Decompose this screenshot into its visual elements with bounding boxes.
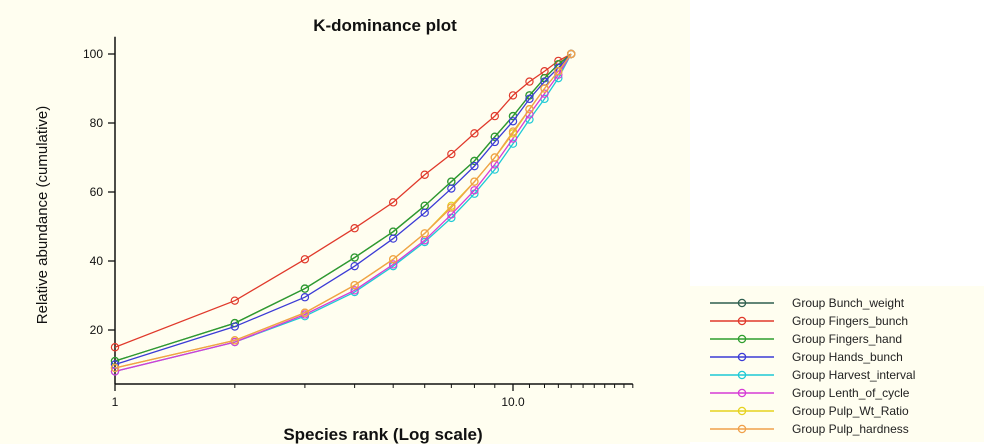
x-axis-label: Species rank (Log scale) <box>283 425 482 444</box>
data-point <box>525 104 534 114</box>
series-line <box>114 53 572 369</box>
legend-item: Group Pulp_hardness <box>710 422 909 436</box>
legend-marker <box>737 370 747 380</box>
series-line <box>114 53 572 362</box>
data-point <box>350 224 359 233</box>
y-tick-label: 20 <box>90 323 104 337</box>
data-point <box>388 260 398 269</box>
legend-label: Group Bunch_weight <box>792 296 905 310</box>
data-point <box>420 229 429 238</box>
data-point <box>508 117 518 126</box>
data-point <box>490 153 499 162</box>
legend: Group Bunch_weight Group Fingers_bunch Gro… <box>710 296 915 436</box>
data-point <box>110 363 120 373</box>
legend-item: Group Harvest_interval <box>710 368 915 382</box>
data-point <box>350 253 359 262</box>
data-point <box>470 161 479 171</box>
series-group-fingers-hand <box>110 49 576 366</box>
legend-marker <box>737 316 747 326</box>
data-point <box>420 208 429 217</box>
data-point <box>490 111 499 121</box>
data-point <box>230 336 240 345</box>
data-point <box>420 170 429 179</box>
data-point <box>388 255 398 264</box>
y-axis-label: Relative abundance (cumulative) <box>34 106 51 324</box>
data-point <box>300 284 310 293</box>
legend-marker <box>737 406 747 416</box>
data-point <box>388 234 398 243</box>
data-point <box>508 91 518 100</box>
data-point <box>350 261 359 271</box>
legend-label: Group Hands_bunch <box>792 350 903 364</box>
series-group-harvest-interval <box>110 49 576 376</box>
y-tick-label: 60 <box>90 185 104 199</box>
data-point <box>566 49 576 59</box>
legend-item: Group Hands_bunch <box>710 350 903 364</box>
series-line <box>114 53 572 373</box>
series-line <box>114 53 572 348</box>
legend-item: Group Fingers_hand <box>710 332 902 346</box>
legend-label: Group Pulp_hardness <box>792 422 909 436</box>
legend-item: Group Lenth_of_cycle <box>710 386 910 400</box>
data-point <box>490 137 499 147</box>
data-point <box>554 67 563 76</box>
series-line <box>114 53 572 366</box>
data-point <box>447 184 456 193</box>
legend-marker <box>737 424 747 434</box>
series-line <box>114 53 572 362</box>
data-point <box>470 177 479 186</box>
legend-item: Group Pulp_Wt_Ratio <box>710 404 909 418</box>
data-point <box>525 77 534 86</box>
legend-label: Group Fingers_bunch <box>792 314 908 328</box>
series-group-fingers-bunch <box>110 49 576 352</box>
y-tick-label: 80 <box>90 116 104 130</box>
data-point <box>350 286 359 295</box>
y-tick-label: 100 <box>83 47 103 61</box>
data-point <box>300 308 310 317</box>
data-point <box>300 293 310 302</box>
legend-marker <box>737 388 747 398</box>
legend-label: Group Pulp_Wt_Ratio <box>792 404 909 418</box>
legend-label: Group Fingers_hand <box>792 332 902 346</box>
data-point <box>490 132 499 141</box>
data-point <box>388 198 398 207</box>
data-point <box>230 296 240 305</box>
data-point <box>350 280 359 290</box>
data-point <box>508 127 518 136</box>
axes: 20 40 60 80 100 1 10.0 <box>83 36 634 409</box>
x-tick-label: 1 <box>112 395 119 409</box>
legend-marker <box>737 334 747 344</box>
legend-marker <box>737 352 747 362</box>
x-tick-label: 10.0 <box>501 395 525 409</box>
k-dominance-chart: K-dominance plot Species rank (Log scale… <box>34 16 634 444</box>
data-point <box>540 84 549 93</box>
data-point <box>525 94 534 104</box>
legend-label: Group Lenth_of_cycle <box>792 386 910 400</box>
legend-label: Group Harvest_interval <box>792 368 915 382</box>
legend-item: Group Bunch_weight <box>710 296 905 310</box>
data-point <box>470 129 479 138</box>
data-point <box>300 255 310 264</box>
series-group-bunch-weight <box>110 49 576 366</box>
data-point <box>447 203 456 212</box>
series-group-pulp-wt-ratio <box>110 49 576 373</box>
series-line <box>114 53 572 373</box>
chart-panel: K-dominance plot Species rank (Log scale… <box>0 0 690 444</box>
legend-item: Group Fingers_bunch <box>710 314 908 328</box>
series-layer <box>110 49 576 376</box>
data-point <box>470 186 479 195</box>
y-tick-label: 40 <box>90 254 104 268</box>
data-point <box>230 322 240 331</box>
data-point <box>447 149 456 159</box>
legend-panel: Group Bunch_weight Group Fingers_bunch Gro… <box>684 286 984 442</box>
legend-marker <box>737 298 747 308</box>
series-group-pulp-hardness <box>110 49 576 373</box>
chart-title: K-dominance plot <box>313 16 457 35</box>
series-group-lenth-of-cycle <box>110 49 576 376</box>
data-point <box>110 343 120 352</box>
series-group-hands-bunch <box>110 49 576 369</box>
